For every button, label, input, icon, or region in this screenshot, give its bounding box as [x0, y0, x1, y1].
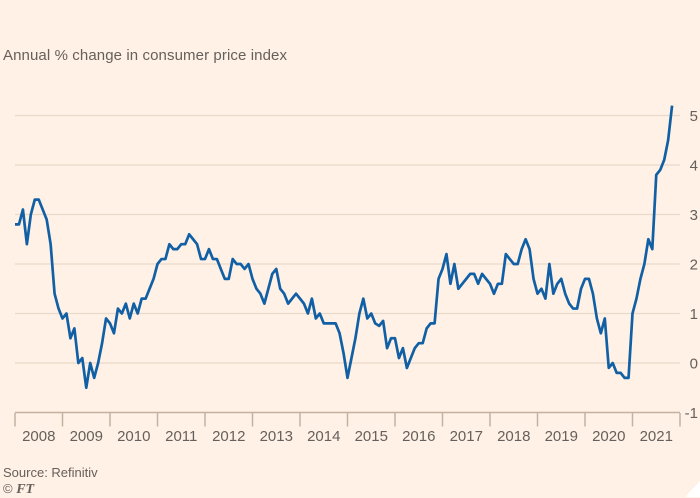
- chart-subtitle: Annual % change in consumer price index: [3, 47, 288, 64]
- y-axis-label: 1: [690, 306, 698, 323]
- x-axis-label: 2014: [307, 428, 340, 445]
- x-axis-label: 2011: [165, 428, 197, 445]
- y-axis-label: 2: [690, 257, 698, 274]
- source-note: Source: Refinitiv: [3, 465, 98, 480]
- x-axis-label: 2021: [640, 428, 673, 445]
- cpi-data-line: [15, 105, 674, 390]
- ft-logo-text: FT: [16, 482, 35, 497]
- y-axis-label: -1: [685, 405, 698, 422]
- y-axis-label: 4: [690, 158, 698, 175]
- x-axis-label: 2015: [355, 428, 388, 445]
- ft-credit: © FT: [3, 481, 34, 498]
- corner-fold-decoration: [685, 481, 700, 497]
- x-axis-label: 2013: [260, 428, 293, 445]
- x-axis-label: 2009: [70, 428, 103, 445]
- x-axis-label: 2012: [212, 428, 245, 445]
- x-axis-label: 2020: [592, 428, 625, 445]
- y-axis-label: 5: [690, 108, 698, 125]
- x-axis-label: 2017: [450, 428, 483, 445]
- x-axis-label: 2016: [402, 428, 435, 445]
- x-axis-label: 2018: [497, 428, 530, 445]
- y-axis-label: 0: [690, 356, 698, 373]
- x-axis-label: 2010: [117, 428, 150, 445]
- y-axis-label: 3: [690, 207, 698, 224]
- x-axis-label: 2019: [545, 428, 578, 445]
- x-axis-label: 2008: [22, 428, 55, 445]
- copyright-symbol: ©: [3, 481, 13, 496]
